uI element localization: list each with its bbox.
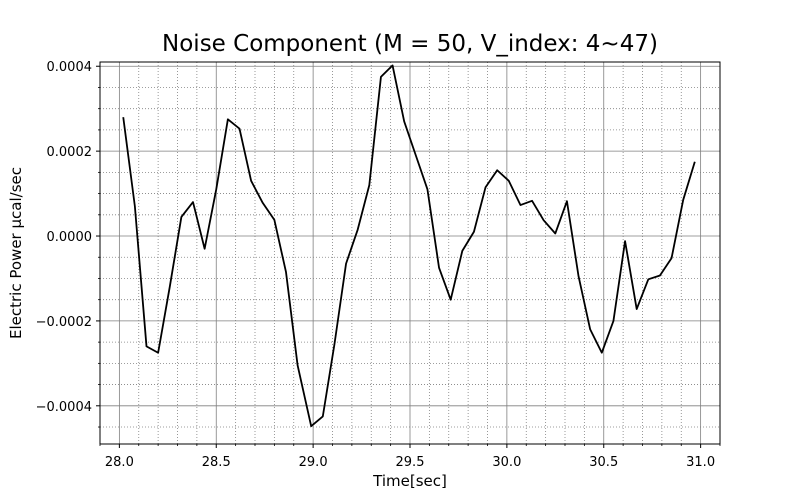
series-layer [122, 64, 696, 428]
tick-labels: 28.0 28.5 29.0 29.5 30.0 30.5 31.0 −0.0004 −0.00… [36, 60, 715, 470]
y-tick-label: −0.0002 [36, 315, 92, 330]
x-tick-label: 30.0 [492, 455, 521, 470]
ticks-layer [96, 65, 721, 448]
series-line [122, 64, 696, 428]
x-tick-label: 28.5 [202, 455, 231, 470]
major-grid [100, 62, 720, 444]
y-tick-label: 0.0002 [47, 145, 93, 160]
y-tick-label: 0.0004 [47, 60, 93, 75]
x-tick-label: 31.0 [686, 455, 715, 470]
x-axis-label: Time[sec] [372, 472, 447, 490]
y-tick-label: −0.0004 [36, 400, 92, 415]
x-tick-label: 29.5 [396, 455, 425, 470]
x-tick-label: 30.5 [589, 455, 618, 470]
x-tick-label: 28.0 [105, 455, 134, 470]
chart-title: Noise Component (M = 50, V_index: 4~47) [162, 31, 658, 57]
y-axis-label: Electric Power µcal/sec [7, 167, 25, 339]
y-tick-label: 0.0000 [47, 230, 93, 245]
x-tick-label: 29.0 [299, 455, 328, 470]
